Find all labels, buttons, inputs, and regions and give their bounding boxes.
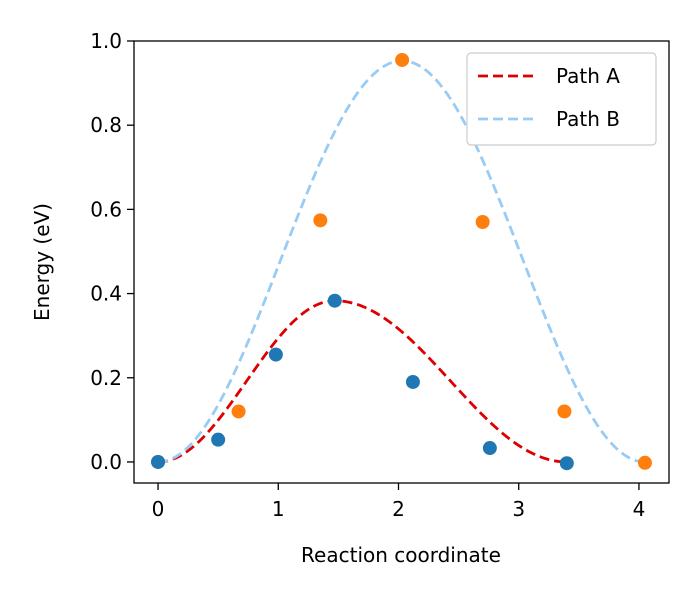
data-point-path-b (557, 404, 572, 419)
data-point-path-a (482, 441, 497, 456)
data-point-path-a (559, 456, 574, 471)
x-tick-label: 1 (272, 497, 285, 521)
y-tick-label: 0.8 (90, 113, 122, 137)
data-point-path-a (268, 347, 283, 362)
data-point-path-a (151, 454, 166, 469)
y-tick-label: 0.2 (90, 366, 122, 390)
y-tick-label: 1.0 (90, 29, 122, 53)
legend-label-path-b: Path B (556, 107, 620, 131)
x-tick-label: 4 (633, 497, 646, 521)
data-point-path-a (211, 432, 226, 447)
x-tick-label: 2 (392, 497, 405, 521)
x-axis-label: Reaction coordinate (301, 543, 501, 567)
y-axis-ticks: 0.0 0.2 0.4 0.6 0.8 1.0 (90, 29, 134, 474)
series-line-path-a (157, 299, 567, 464)
x-tick-label: 0 (152, 497, 165, 521)
legend: Path A Path B (466, 52, 657, 146)
data-point-path-b (313, 213, 328, 228)
plot-frame (133, 40, 670, 484)
y-tick-label: 0.4 (90, 282, 122, 306)
x-axis-ticks: 0 1 2 3 4 (152, 483, 646, 521)
series-points (151, 52, 652, 471)
data-point-path-b (231, 404, 246, 419)
data-point-path-a (405, 374, 420, 389)
y-tick-label: 0.0 (90, 450, 122, 474)
data-point-path-b (395, 52, 410, 67)
data-point-path-a (327, 293, 342, 308)
y-tick-label: 0.6 (90, 197, 122, 221)
legend-label-path-a: Path A (556, 64, 620, 88)
x-tick-label: 3 (512, 497, 525, 521)
data-point-path-b (475, 215, 490, 230)
data-point-path-b (637, 455, 652, 470)
y-axis-label: Energy (eV) (30, 203, 54, 321)
